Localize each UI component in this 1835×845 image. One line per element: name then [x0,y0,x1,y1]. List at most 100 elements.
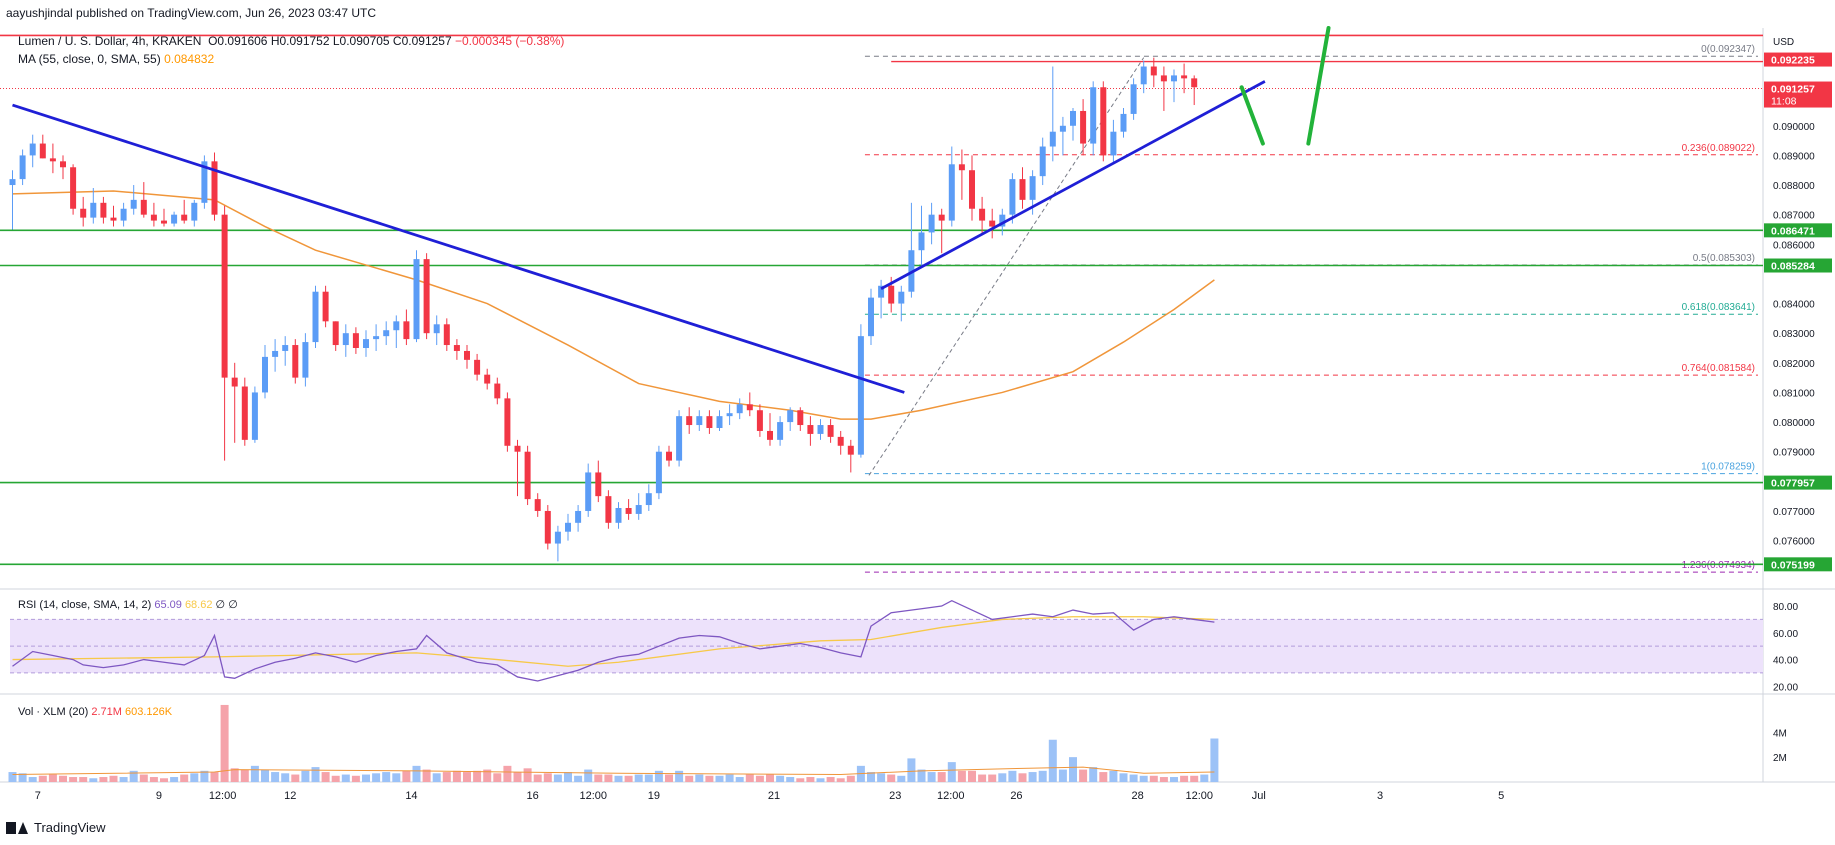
candle-body [484,374,491,384]
candle-body [655,451,662,494]
volume-bar [463,772,471,782]
volume-bar [1089,767,1098,782]
candle-body [857,336,864,455]
x-tick-label: 23 [889,790,901,802]
volume-bar [250,765,259,782]
candle-body [140,199,147,215]
candle-body [837,436,844,446]
candle-body [888,285,895,304]
candle [726,404,733,426]
candle-body [312,291,319,343]
candle [716,410,723,431]
volume-bar [38,775,47,782]
candle [332,321,339,351]
volume-bar [271,772,280,782]
candle [403,309,410,346]
volume-ma-value: 603.126K [125,706,173,718]
candle [565,513,571,541]
ohlc-values: O0.091606 H0.091752 L0.090705 C0.091257 [208,34,452,48]
volume-label: Vol · XLM (20) [18,706,89,718]
candle-body [868,297,874,337]
volume-bar [432,773,441,782]
volume-bar [180,774,189,782]
candle-body [595,472,602,497]
volume-bar [644,774,653,782]
candle-body [413,259,420,340]
price-badge [1764,223,1832,238]
x-tick-label: 12:00 [1185,790,1213,802]
candle [90,188,97,224]
candle [1160,66,1167,111]
volume-bar [826,777,835,782]
tradingview-brand[interactable]: TradingView [6,820,106,835]
candle-body [666,451,672,461]
price-badge [1764,475,1832,490]
candle-body [251,392,258,440]
fib-level-label: 1.236(0.074934) [1682,560,1755,571]
candle [130,185,137,215]
y-tick-label: 0.083000 [1773,329,1815,340]
volume-bar [776,775,785,782]
candle-body [150,214,157,221]
volume-bar [1008,770,1017,782]
candle-body [787,410,794,423]
candle [140,182,147,218]
candle-body [534,499,541,511]
volume-bar [584,769,593,782]
x-tick-label: 16 [527,790,539,802]
candle [494,377,501,405]
candle [645,484,652,511]
volume-bar [483,769,492,782]
candle-body [948,164,955,221]
candle [161,208,167,227]
volume-bar [897,775,906,782]
y-tick-label: 0.076000 [1773,537,1815,548]
y-tick-label: 0.077000 [1773,507,1815,518]
candle-body [756,410,763,431]
candle [686,407,693,434]
price-badge-label: 0.091257 [1771,84,1815,96]
candle-body [1049,131,1056,147]
x-tick-label: 12:00 [937,790,965,802]
candle [605,490,612,529]
candle [39,134,46,159]
candle [393,315,400,348]
candle [807,416,814,446]
x-tick-label: 21 [768,790,780,802]
candle [70,164,77,215]
candle-body [807,425,814,434]
candle-body [1019,179,1026,200]
volume-bar [341,774,350,782]
volume-bar [543,773,552,782]
volume-bar [372,773,381,782]
volume-bar [796,778,805,782]
projection-stroke [1306,26,1331,146]
candle-body [1090,87,1097,144]
candle-body [302,342,309,378]
price-badge-sub: 11:08 [1771,96,1797,108]
volume-bar [614,775,623,782]
candle [322,285,329,328]
volume-bar [412,765,421,782]
volume-bar [1069,757,1077,782]
rsi-empty-2: ∅ [228,599,238,611]
volume-bar [766,774,774,782]
candle [231,362,238,443]
candle-body [19,155,26,180]
fib-diagonal [868,57,1145,476]
volume-ma-line [12,766,1215,776]
candle-body [90,202,97,218]
rsi-y-tick-label: 80.00 [1773,602,1798,613]
candle [615,502,622,529]
candle [312,285,319,348]
volume-bar [240,769,249,782]
candle-body [39,143,46,159]
candle [767,413,773,446]
candle [201,155,208,209]
candle [363,330,369,357]
rsi-label: RSI (14, close, SMA, 14, 2) [18,599,152,611]
candle [655,445,662,500]
volume-bar [1109,770,1118,782]
price-change: −0.000345 (−0.38%) [454,34,565,48]
